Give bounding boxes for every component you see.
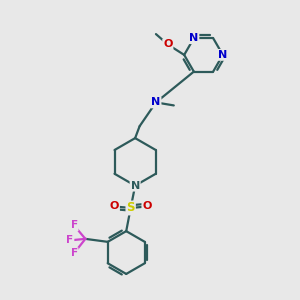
Text: F: F bbox=[70, 220, 78, 230]
Text: S: S bbox=[126, 202, 135, 214]
Text: O: O bbox=[110, 202, 119, 212]
Text: O: O bbox=[163, 40, 172, 50]
Text: N: N bbox=[218, 50, 227, 60]
Text: N: N bbox=[130, 181, 140, 191]
Text: F: F bbox=[70, 248, 78, 258]
Text: O: O bbox=[142, 202, 152, 212]
Text: F: F bbox=[66, 236, 74, 245]
Text: N: N bbox=[189, 33, 199, 43]
Text: N: N bbox=[151, 98, 160, 107]
